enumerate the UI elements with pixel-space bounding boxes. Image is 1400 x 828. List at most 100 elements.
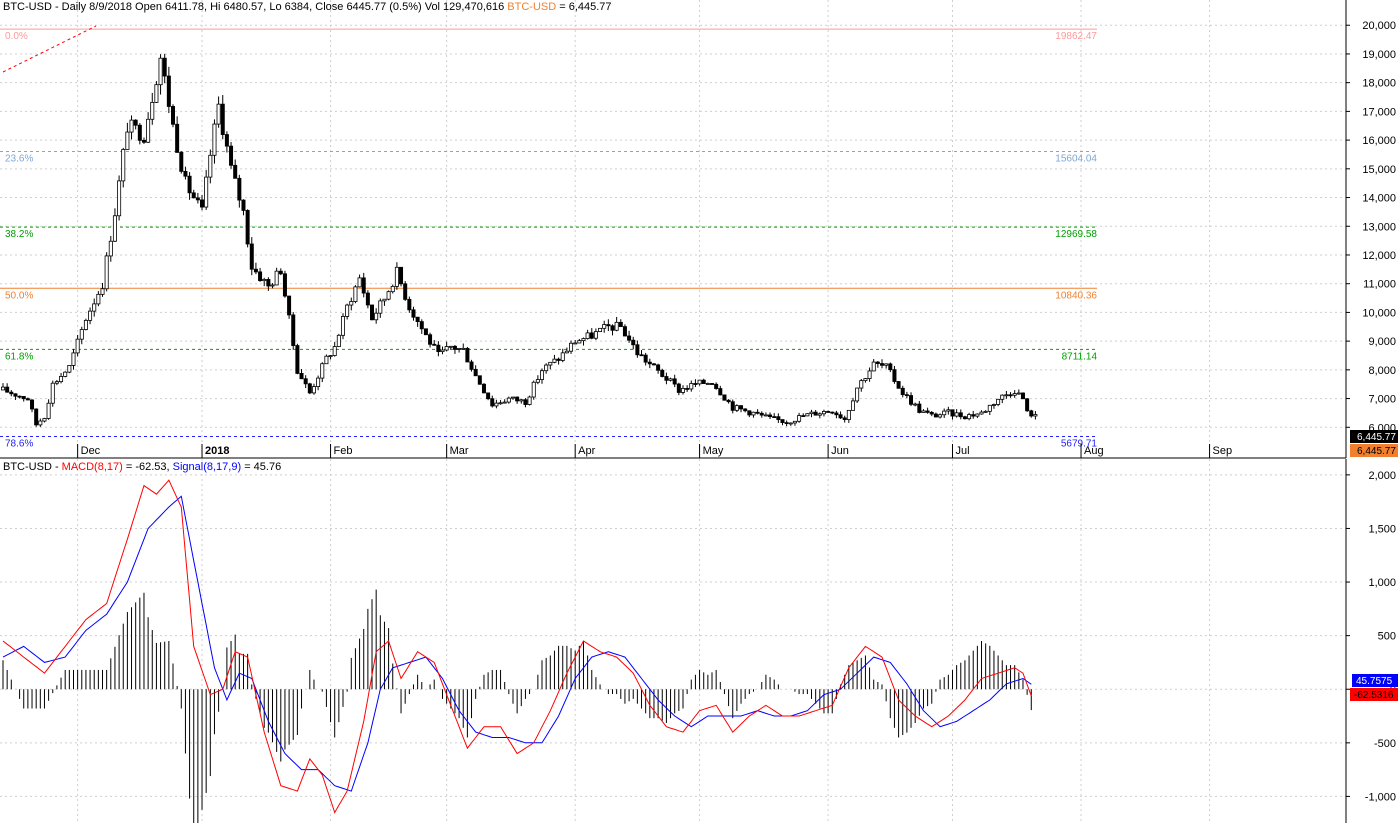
price-candle-body <box>229 145 234 166</box>
price-candle-body <box>1008 394 1013 397</box>
price-candle-body <box>253 268 258 273</box>
price-candle-body <box>838 414 843 419</box>
price-candle-body <box>42 418 47 422</box>
price-candle-body <box>548 361 553 366</box>
price-candle-body <box>21 396 26 400</box>
macd-tick-label: 500 <box>1378 631 1396 643</box>
price-candle-body <box>896 381 901 389</box>
price-candle-body <box>689 383 694 390</box>
price-candle-body <box>477 375 482 385</box>
price-candle-body <box>606 324 611 327</box>
price-tick-label: 13,000 <box>1362 221 1396 233</box>
price-candle-body <box>166 75 171 107</box>
price-candle-body <box>535 379 540 383</box>
price-candle-body <box>133 119 138 126</box>
price-candle-body <box>419 321 424 330</box>
price-candle-body <box>237 177 242 201</box>
price-candle-body <box>826 411 831 413</box>
price-candle-body <box>278 270 283 275</box>
price-candle-body <box>183 170 188 177</box>
price-candle-body <box>5 386 10 393</box>
price-candle-body <box>179 152 184 172</box>
price-candle-body <box>817 413 822 416</box>
price-tick-label: 17,000 <box>1362 106 1396 118</box>
month-label: Feb <box>334 445 353 457</box>
price-candle-body <box>672 378 677 385</box>
price-candle-body <box>146 118 151 143</box>
price-tick-label: 11,000 <box>1363 279 1396 291</box>
price-candle-body <box>726 399 731 403</box>
price-candle-body <box>154 84 159 103</box>
price-candle-body <box>498 402 503 405</box>
price-candle-body <box>693 383 698 385</box>
price-candle-body <box>403 283 408 300</box>
price-candle-body <box>540 370 545 380</box>
month-label: Aug <box>1084 445 1104 457</box>
price-tick-label: 19,000 <box>1362 49 1396 61</box>
price-tick-label: 20,000 <box>1362 20 1396 32</box>
macd-histogram <box>2 589 1032 828</box>
price-candle-body <box>63 371 68 377</box>
price-candle-body <box>938 414 943 418</box>
price-candle-body <box>245 210 250 245</box>
price-candle-body <box>361 277 366 294</box>
price-candle-body <box>432 343 437 346</box>
price-candle-body <box>647 361 652 365</box>
price-candle-body <box>137 124 142 141</box>
price-candle-body <box>303 378 308 385</box>
signal-line <box>2 495 1032 792</box>
signal-value-label-text: 45.7575 <box>1356 676 1393 687</box>
month-label: Sep <box>1213 445 1233 457</box>
price-candle-body <box>1033 414 1038 417</box>
price-candle-body <box>875 361 880 364</box>
price-candle-body <box>117 180 122 217</box>
price-tick-label: 12,000 <box>1362 250 1396 262</box>
price-candle-body <box>656 364 661 371</box>
month-axis: Dec 2018 Feb Mar Apr May Jun Jul Aug Sep <box>77 444 1233 458</box>
macd-chart-title: BTC-USD - MACD(8,17) = -62.53, Signal(8,… <box>3 461 281 473</box>
price-candle-body <box>718 388 723 396</box>
price-candle-body <box>345 304 350 317</box>
signal-value-label: 45.7575 <box>1352 674 1398 687</box>
price-candle-body <box>141 139 146 143</box>
price-candle-body <box>564 350 569 354</box>
price-candle-body <box>801 415 806 417</box>
price-candle-body <box>589 332 594 339</box>
price-candle-body <box>307 383 312 394</box>
price-candle-body <box>399 266 404 285</box>
price-candle-body <box>979 411 984 415</box>
price-candle-body <box>747 410 752 416</box>
signal-value-label-bg <box>1352 674 1398 687</box>
price-candle-body <box>444 346 449 351</box>
price-candle-body <box>763 414 768 417</box>
price-candle-body <box>216 103 221 125</box>
price-candle-body <box>481 383 486 394</box>
price-candle-body <box>913 403 918 406</box>
price-candle-body <box>685 388 690 390</box>
price-candle-body <box>639 354 644 357</box>
price-candle-body <box>208 154 213 178</box>
price-candle-body <box>1012 393 1017 396</box>
price-candle-body <box>311 386 316 394</box>
price-candle-body <box>1029 410 1034 417</box>
price-candle-body <box>79 329 84 340</box>
price-candle-body <box>96 293 101 305</box>
fib-pct-label-f618: 61.8% <box>5 351 33 362</box>
price-candle-body <box>593 331 598 339</box>
price-candle-body <box>569 342 574 352</box>
price-candle-body <box>386 291 391 300</box>
fib-pct-label-f0: 0.0% <box>5 31 28 42</box>
price-candle-body <box>904 394 909 397</box>
price-candle-body <box>830 411 835 414</box>
price-candle-body <box>680 388 685 393</box>
price-candle-body <box>490 398 495 407</box>
fib-value-label-f786: 5679.71 <box>1061 438 1098 449</box>
macd-grid <box>0 459 1346 823</box>
last-price-label: 6,445.77 <box>1350 444 1398 457</box>
price-candle-body <box>660 369 665 377</box>
price-candle-body <box>834 412 839 416</box>
price-candle-body <box>768 414 773 418</box>
price-candle-body <box>842 417 847 420</box>
price-candle-body <box>933 413 938 418</box>
